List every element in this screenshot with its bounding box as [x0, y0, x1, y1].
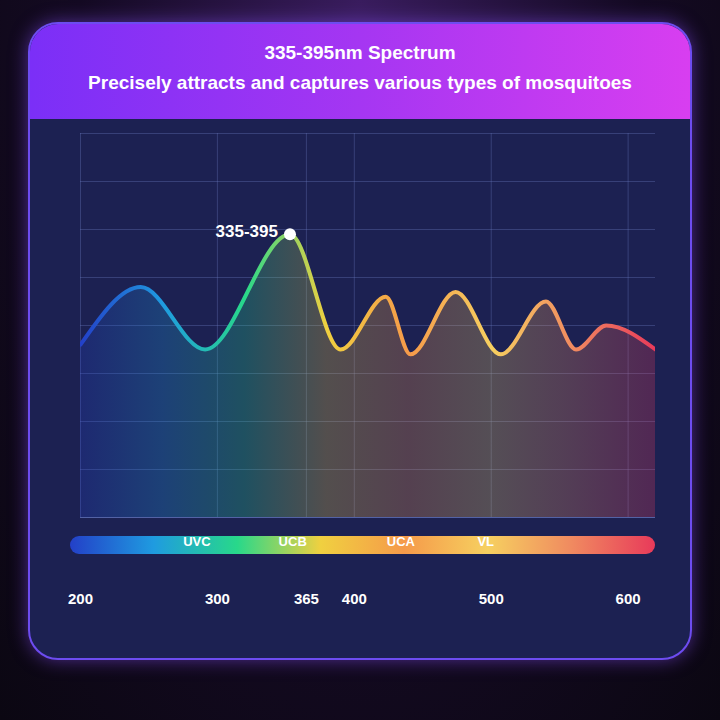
svg-text:200: 200: [68, 590, 93, 607]
svg-text:UCA: UCA: [387, 534, 416, 549]
svg-text:600: 600: [616, 590, 641, 607]
svg-text:UVC: UVC: [183, 534, 211, 549]
html-text:Precisely attracts and capture: Precisely attracts and captures various …: [88, 72, 632, 93]
svg-text:335-395: 335-395: [216, 222, 278, 241]
svg-text:365: 365: [294, 590, 319, 607]
svg-text:400: 400: [342, 590, 367, 607]
html-text:335-395nm Spectrum: 335-395nm Spectrum: [264, 42, 456, 63]
svg-text:300: 300: [205, 590, 230, 607]
svg-text:VL: VL: [477, 534, 494, 549]
svg-text:UCB: UCB: [279, 534, 307, 549]
svg-text:500: 500: [479, 590, 504, 607]
